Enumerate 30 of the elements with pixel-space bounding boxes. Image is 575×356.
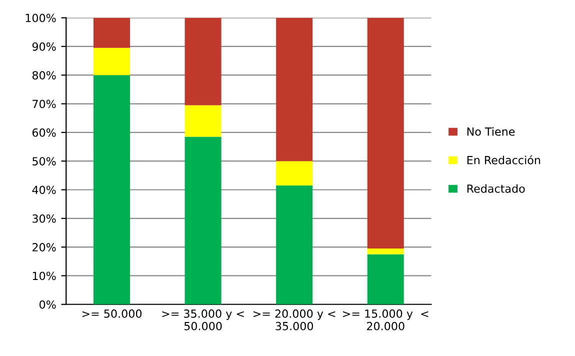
y-tick-label: 0% [40,300,56,309]
x-tick-label: >= 15.000 y < 20.000 [343,309,428,330]
bar [184,18,222,106]
bar [367,254,404,304]
bar [184,105,222,137]
y-tick-label: 70% [32,100,56,108]
bar [94,75,130,304]
bar [276,161,313,186]
legend-label: No Tiene [467,127,515,136]
y-tick-label: 40% [32,186,56,194]
y-tick-label: 80% [32,71,56,80]
bar [367,18,404,248]
legend-label: En Redacción [467,155,540,164]
y-tick-label: 20% [32,243,56,252]
bar [94,18,130,48]
legend-label: Redactado [467,184,525,193]
y-tick-label: 60% [32,128,56,137]
bar [184,136,222,304]
y-tick-label: 100% [26,14,56,22]
x-tick-label: >= 50.000 [82,309,142,318]
y-tick-label: 10% [32,272,56,280]
y-tick-label: 50% [32,157,56,166]
bar [94,48,130,76]
bar [276,18,313,162]
bar [367,248,404,254]
y-tick-label: 90% [32,42,56,51]
y-tick-label: 30% [32,214,56,223]
bar [276,185,313,304]
x-tick-label: >= 20.000 y < 35.000 [254,309,336,330]
x-tick-label: >= 35.000 y < 50.000 [162,309,244,330]
